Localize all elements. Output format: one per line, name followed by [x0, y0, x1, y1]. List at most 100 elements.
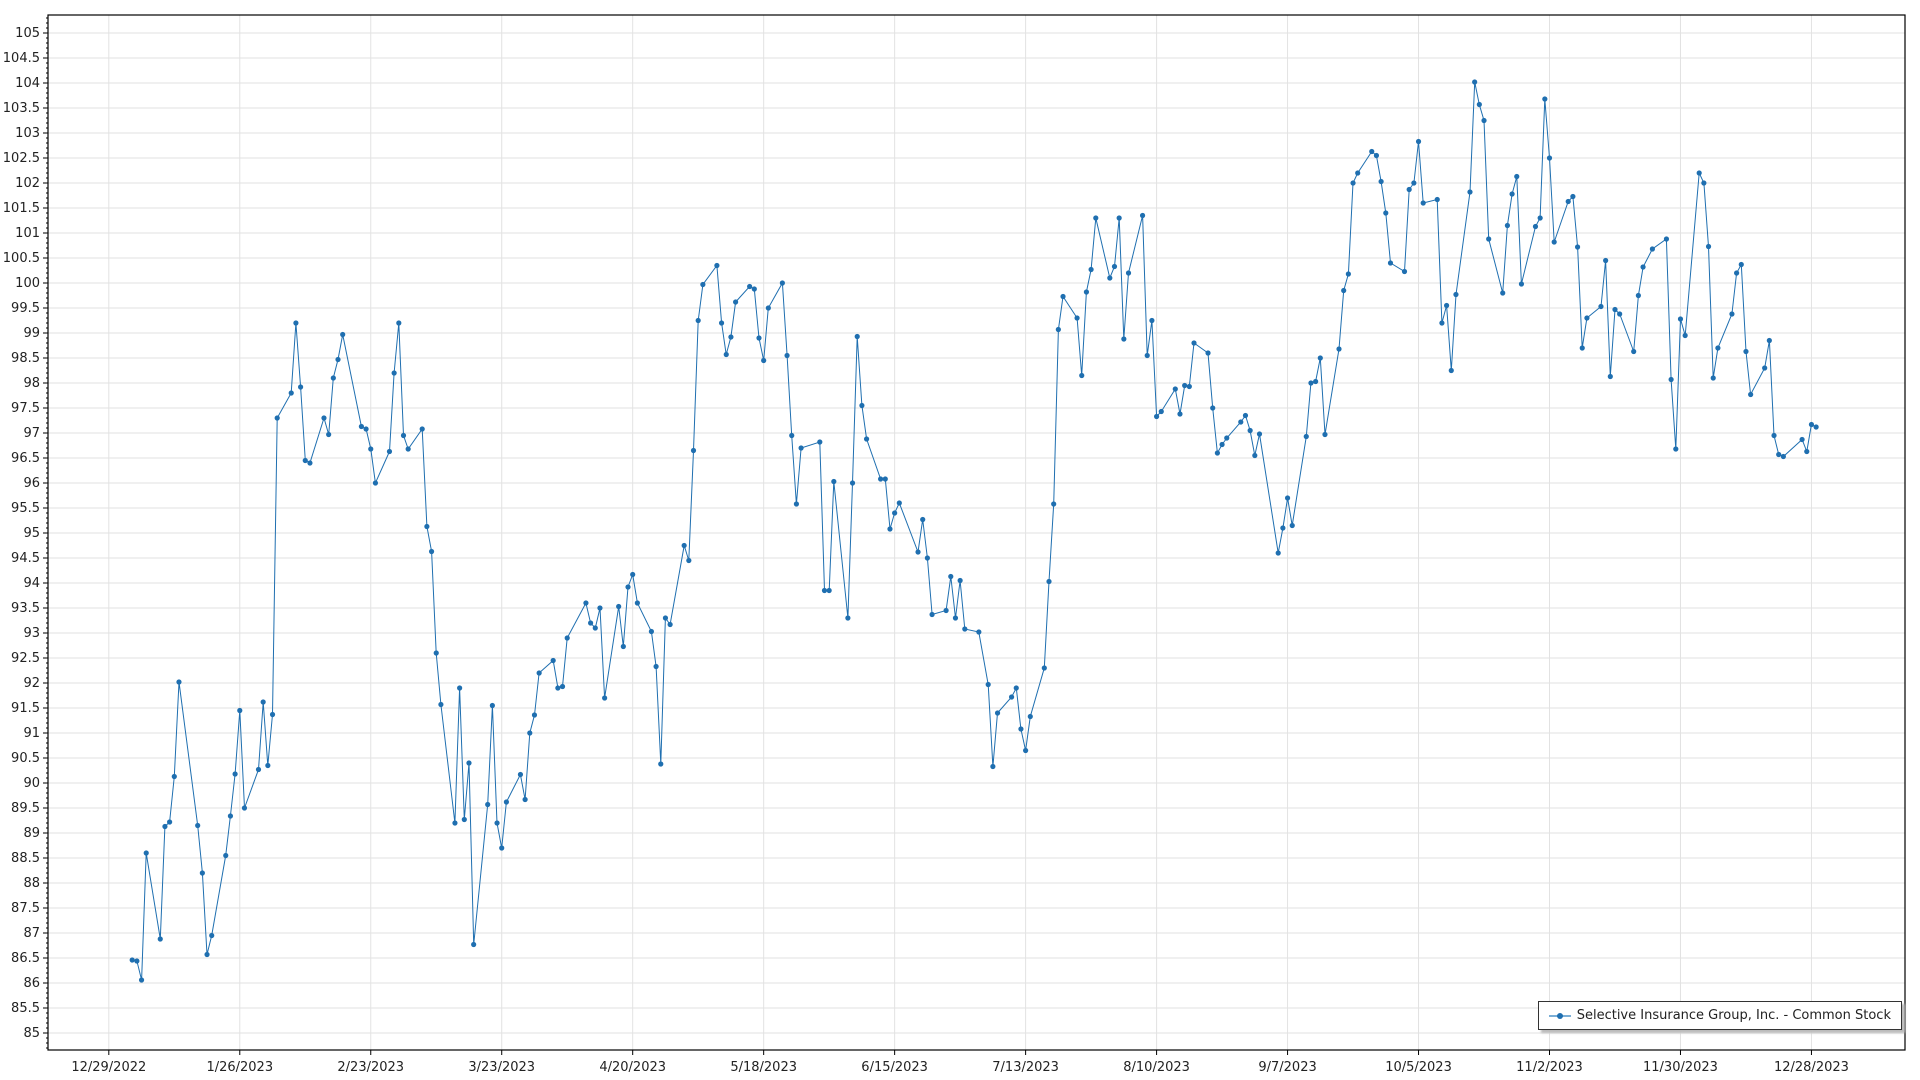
data-point	[1406, 186, 1412, 193]
data-point	[616, 603, 622, 610]
data-point	[784, 352, 790, 359]
y-tick-label: 104.5	[3, 51, 40, 66]
data-point	[1116, 215, 1122, 221]
data-point	[854, 333, 860, 340]
data-point	[419, 426, 425, 432]
data-point	[386, 448, 393, 455]
data-point	[1434, 196, 1440, 203]
x-tick-label: 8/10/2023	[1123, 1060, 1190, 1075]
y-tick-label: 90.5	[11, 751, 40, 766]
data-point	[587, 620, 594, 626]
data-point	[751, 286, 757, 292]
data-point	[129, 957, 135, 963]
data-point	[681, 542, 687, 549]
y-tick-label: 101	[15, 226, 40, 241]
data-point	[1420, 200, 1426, 206]
data-point	[1289, 522, 1295, 529]
data-point	[1079, 372, 1085, 379]
data-point	[199, 870, 205, 876]
x-tick-label: 4/20/2023	[599, 1060, 666, 1075]
data-point	[1715, 345, 1721, 351]
data-point	[1107, 275, 1113, 281]
y-tick-label: 98	[23, 376, 40, 391]
data-point	[559, 683, 566, 690]
data-point	[396, 320, 402, 326]
data-point	[241, 805, 248, 811]
data-point	[391, 370, 397, 376]
data-point	[1280, 525, 1286, 531]
data-point	[1598, 303, 1604, 310]
data-point	[134, 958, 140, 964]
data-point	[1780, 453, 1786, 460]
data-point	[952, 615, 959, 621]
data-point	[1640, 264, 1646, 270]
data-point	[162, 823, 168, 830]
data-point	[1518, 281, 1525, 287]
data-point	[943, 607, 949, 614]
data-point	[237, 707, 243, 714]
data-point	[466, 760, 472, 766]
data-point	[269, 711, 276, 718]
data-point	[363, 426, 369, 432]
data-point	[756, 335, 762, 341]
data-point	[1214, 450, 1220, 456]
data-point	[302, 457, 308, 464]
data-point	[405, 446, 411, 452]
y-tick-label: 87	[23, 926, 40, 941]
data-point	[1551, 239, 1557, 245]
data-point	[1369, 148, 1375, 155]
x-tick-label: 12/28/2023	[1774, 1060, 1849, 1075]
data-point	[1401, 268, 1408, 275]
data-point	[461, 816, 467, 823]
y-tick-label: 88	[23, 876, 40, 891]
data-point	[1771, 432, 1777, 439]
data-point	[821, 587, 828, 594]
data-point	[527, 730, 533, 736]
data-point	[1284, 495, 1291, 501]
y-tick-label: 103.5	[3, 101, 40, 116]
data-point	[1443, 302, 1450, 309]
data-point	[171, 773, 177, 780]
x-tick-label: 3/23/2023	[468, 1060, 535, 1075]
y-tick-label: 100.5	[3, 251, 40, 266]
data-point	[592, 625, 598, 631]
data-point	[428, 548, 435, 555]
data-point	[1808, 421, 1815, 428]
data-point	[1673, 446, 1679, 452]
x-tick-label: 11/2/2023	[1516, 1060, 1583, 1075]
data-point	[620, 643, 626, 650]
data-point	[274, 415, 280, 421]
data-point	[424, 523, 430, 530]
data-point	[368, 446, 374, 452]
data-point	[985, 681, 991, 688]
data-point	[1804, 448, 1810, 455]
data-point	[915, 549, 921, 555]
data-point	[330, 375, 336, 381]
series-line	[132, 81, 1817, 981]
data-point	[1738, 261, 1744, 268]
data-point	[1303, 433, 1309, 440]
data-point	[1224, 435, 1230, 441]
data-point	[1705, 243, 1712, 250]
data-point	[1383, 210, 1389, 216]
data-point	[1191, 340, 1197, 346]
data-point	[1210, 405, 1216, 411]
y-tick-label: 95.5	[11, 501, 40, 516]
data-point	[1247, 427, 1253, 434]
y-tick-label: 93	[23, 626, 40, 641]
data-point	[499, 845, 505, 851]
data-point	[157, 936, 163, 942]
data-point	[1603, 257, 1609, 264]
data-point	[700, 281, 706, 288]
data-point	[1093, 215, 1099, 221]
y-tick-label: 98.5	[11, 351, 40, 366]
data-point	[863, 436, 870, 442]
data-point	[1186, 383, 1192, 390]
data-point	[1710, 375, 1716, 381]
data-point	[1748, 391, 1754, 398]
data-point	[896, 500, 902, 506]
data-point	[1743, 348, 1749, 355]
data-point	[845, 615, 851, 621]
data-point	[849, 480, 856, 486]
data-point	[1060, 293, 1066, 300]
